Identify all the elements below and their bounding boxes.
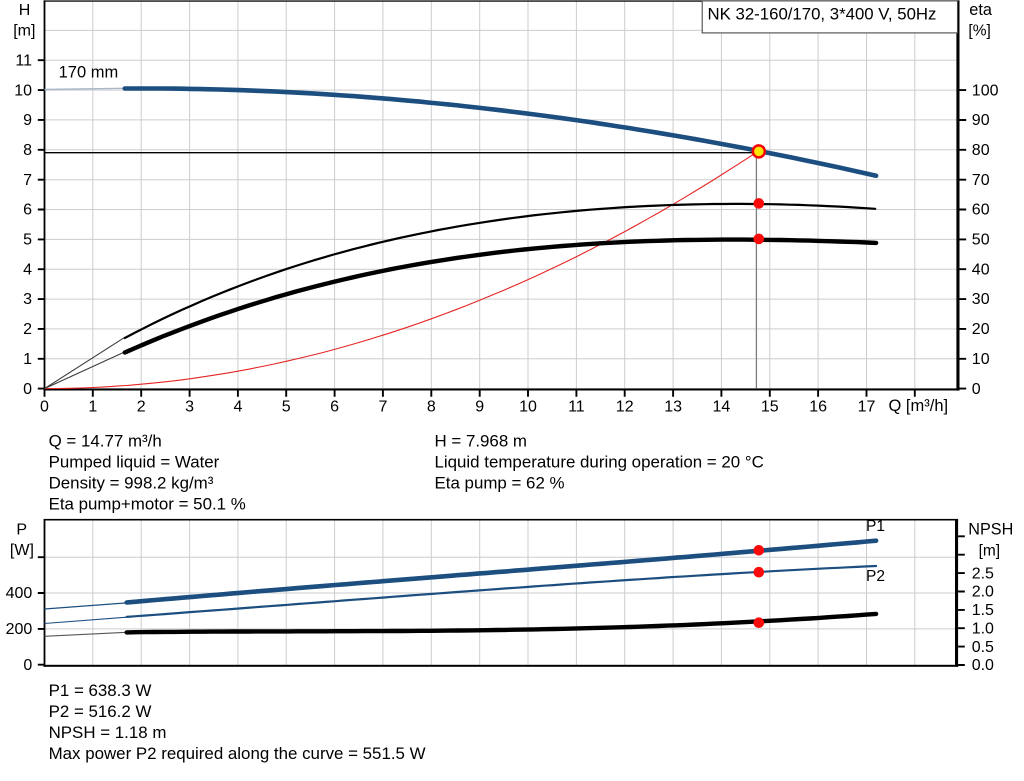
- svg-text:1: 1: [23, 351, 32, 368]
- svg-text:0: 0: [972, 381, 981, 398]
- svg-text:P: P: [16, 521, 27, 538]
- svg-text:4: 4: [23, 261, 32, 278]
- svg-text:Liquid temperature during oper: Liquid temperature during operation = 20…: [435, 452, 764, 471]
- svg-text:[m]: [m]: [979, 542, 1001, 559]
- svg-text:170 mm: 170 mm: [59, 64, 119, 82]
- svg-text:60: 60: [972, 202, 990, 219]
- svg-text:10: 10: [519, 398, 537, 415]
- svg-text:8: 8: [427, 398, 436, 415]
- svg-text:6: 6: [23, 202, 32, 219]
- svg-text:10: 10: [972, 351, 990, 368]
- svg-text:Eta pump = 62 %: Eta pump = 62 %: [435, 474, 565, 493]
- svg-text:Max power P2 required along th: Max power P2 required along the curve = …: [49, 744, 426, 763]
- svg-text:20: 20: [972, 321, 990, 338]
- svg-text:5: 5: [23, 232, 32, 249]
- svg-text:2.5: 2.5: [972, 565, 994, 582]
- svg-text:90: 90: [972, 112, 990, 129]
- svg-text:15: 15: [761, 398, 779, 415]
- svg-text:Q = 14.77 m³/h: Q = 14.77 m³/h: [49, 431, 162, 450]
- svg-text:14: 14: [713, 398, 731, 415]
- svg-text:13: 13: [664, 398, 682, 415]
- svg-text:8: 8: [23, 142, 32, 159]
- svg-text:3: 3: [185, 398, 194, 415]
- svg-text:16: 16: [809, 398, 827, 415]
- svg-text:NPSH = 1.18 m: NPSH = 1.18 m: [49, 723, 167, 742]
- svg-text:30: 30: [972, 291, 990, 308]
- svg-text:H = 7.968 m: H = 7.968 m: [435, 431, 527, 450]
- svg-text:9: 9: [475, 398, 484, 415]
- svg-text:[W]: [W]: [10, 542, 34, 559]
- svg-text:1.0: 1.0: [972, 620, 994, 637]
- svg-text:12: 12: [616, 398, 634, 415]
- svg-text:P2: P2: [866, 568, 885, 585]
- svg-text:5: 5: [282, 398, 291, 415]
- svg-text:[%]: [%]: [968, 23, 990, 40]
- svg-text:3: 3: [23, 291, 32, 308]
- svg-text:7: 7: [23, 172, 32, 189]
- svg-text:200: 200: [6, 621, 33, 638]
- svg-text:0: 0: [40, 398, 49, 415]
- svg-text:P2 = 516.2 W: P2 = 516.2 W: [49, 702, 152, 721]
- svg-text:[m]: [m]: [13, 22, 35, 39]
- svg-text:0.5: 0.5: [972, 639, 994, 656]
- svg-text:80: 80: [972, 142, 990, 159]
- svg-text:Pumped liquid = Water: Pumped liquid = Water: [49, 452, 220, 471]
- svg-text:1: 1: [88, 398, 97, 415]
- svg-text:0: 0: [23, 381, 32, 398]
- svg-text:1.5: 1.5: [972, 602, 994, 619]
- svg-text:40: 40: [972, 261, 990, 278]
- svg-text:100: 100: [972, 82, 999, 99]
- svg-text:Density = 998.2 kg/m³: Density = 998.2 kg/m³: [49, 474, 214, 493]
- svg-text:2: 2: [23, 321, 32, 338]
- svg-text:H: H: [19, 2, 31, 19]
- svg-text:17: 17: [858, 398, 876, 415]
- svg-text:11: 11: [568, 398, 585, 415]
- svg-text:10: 10: [14, 82, 32, 99]
- svg-text:9: 9: [23, 112, 32, 129]
- svg-text:2: 2: [137, 398, 146, 415]
- svg-text:P1 = 638.3 W: P1 = 638.3 W: [49, 681, 152, 700]
- svg-text:0: 0: [23, 657, 32, 674]
- svg-text:50: 50: [972, 232, 990, 249]
- svg-text:Q [m³/h]: Q [m³/h]: [889, 397, 949, 415]
- svg-text:NPSH: NPSH: [968, 521, 1013, 539]
- svg-text:Eta pump+motor = 50.1 %: Eta pump+motor = 50.1 %: [49, 495, 246, 514]
- svg-text:P1: P1: [866, 518, 885, 535]
- svg-text:NK 32-160/170, 3*400 V, 50Hz: NK 32-160/170, 3*400 V, 50Hz: [708, 5, 937, 24]
- svg-text:70: 70: [972, 172, 990, 189]
- svg-text:11: 11: [15, 53, 32, 70]
- svg-text:6: 6: [330, 398, 339, 415]
- svg-text:400: 400: [6, 585, 33, 602]
- svg-text:7: 7: [378, 398, 387, 415]
- svg-text:0.0: 0.0: [972, 657, 994, 674]
- svg-text:2.0: 2.0: [972, 584, 994, 601]
- svg-text:eta: eta: [969, 1, 993, 19]
- svg-text:4: 4: [233, 398, 242, 415]
